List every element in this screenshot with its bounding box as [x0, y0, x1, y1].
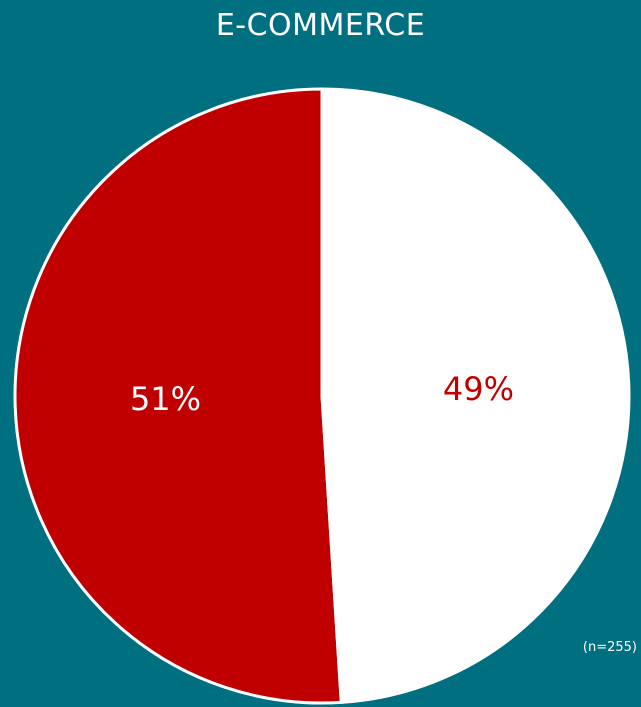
- chart-title: E-COMMERCE: [215, 8, 426, 43]
- pie-slice-2: [320, 87, 631, 704]
- slice-label-1: 51%: [130, 380, 201, 418]
- sample-size-note: (n=255): [582, 640, 637, 655]
- slice-label-2: 49%: [443, 370, 514, 408]
- pie-slice-1: [13, 87, 343, 705]
